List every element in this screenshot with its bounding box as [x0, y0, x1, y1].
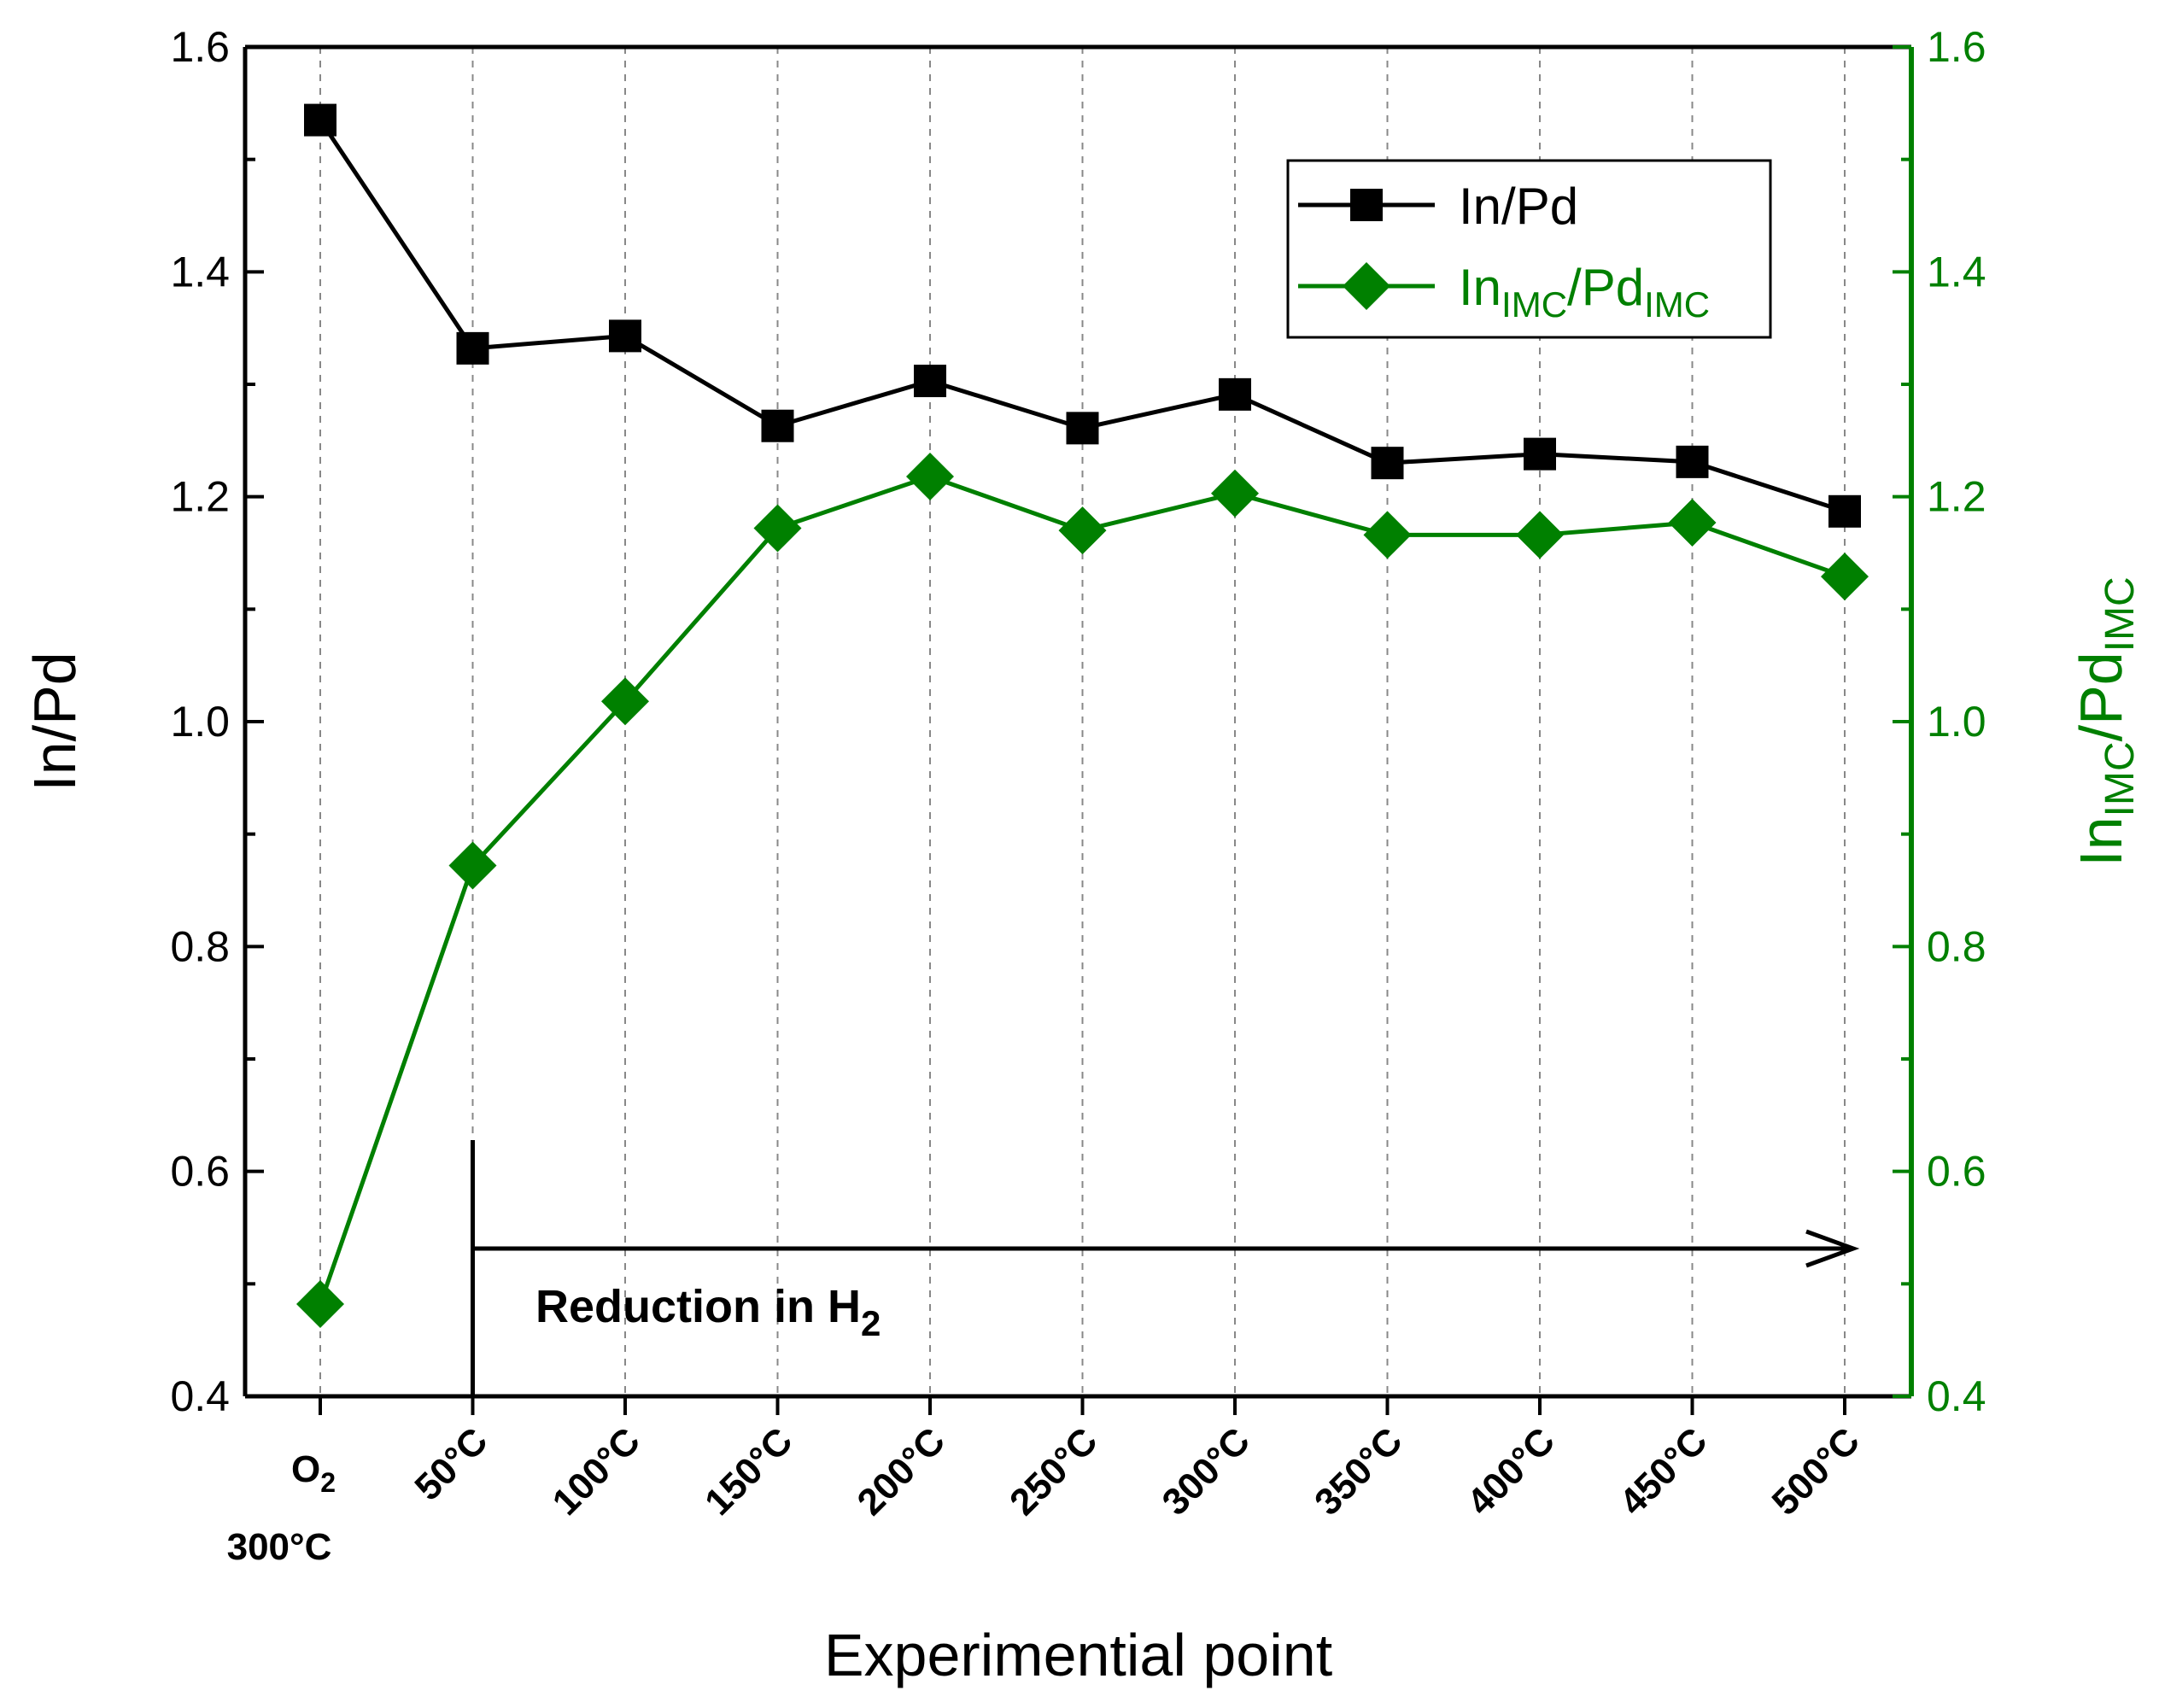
legend-label-in-pd: In/Pd [1459, 178, 1578, 235]
y-axis-right-title-mid: /Pd [2068, 652, 2134, 741]
data-point-diamond [753, 504, 802, 553]
y-tick-label-left: 0.4 [170, 1372, 230, 1420]
legend-label-imc: InIMC/PdIMC [1459, 259, 1710, 325]
data-point-square [1828, 494, 1861, 528]
y-tick-label-right: 0.4 [1927, 1372, 1986, 1420]
data-point-diamond [296, 1280, 344, 1329]
x-category-label-line2: 300°C [227, 1526, 332, 1568]
x-category-label: 50°C [407, 1419, 495, 1508]
x-category-label: 150°C [697, 1419, 800, 1523]
y-tick-label-left: 1.0 [170, 698, 230, 746]
annotation-label-sub: 2 [861, 1303, 881, 1343]
annotation-group: Reduction in H2 [471, 1140, 1860, 1396]
data-point-square [1676, 445, 1709, 478]
data-point-square [1219, 377, 1251, 411]
data-point-diamond [1821, 553, 1869, 601]
data-point-square [1371, 447, 1404, 480]
y-tick-label-right: 0.8 [1927, 922, 1986, 970]
annotation-arrowhead [1805, 1229, 1860, 1268]
x-category-label: 350°C [1307, 1419, 1410, 1523]
x-category-label-main: O [291, 1448, 320, 1490]
y-axis-right-title: InIMC/PdIMC [2068, 576, 2143, 866]
legend-marker-diamond [1343, 262, 1390, 310]
series-line-1 [318, 474, 1846, 1305]
legend-label-imc-sub2: IMC [1644, 284, 1710, 325]
y-tick-label-right: 1.2 [1927, 473, 1986, 521]
y-axis-left-title: In/Pd [21, 652, 88, 791]
x-category-label-sub: 2 [320, 1467, 336, 1498]
y-axis-right-title-sub1: IMC [2098, 741, 2143, 816]
y-tick-label-left: 1.4 [170, 248, 230, 295]
data-point-square [1524, 437, 1556, 471]
grid-lines [319, 47, 1846, 1396]
legend-label-imc-sub1: IMC [1501, 284, 1567, 325]
y-tick-label-right: 1.0 [1927, 698, 1986, 746]
x-category-label: 100°C [545, 1419, 648, 1523]
y-axis-right-title-sub2: IMC [2098, 576, 2143, 652]
data-point-square [304, 103, 336, 137]
legend-label-imc-main: In [1459, 259, 1501, 316]
y-tick-label-left: 0.8 [170, 922, 230, 970]
data-point-square [914, 365, 946, 398]
data-point-diamond [1668, 498, 1717, 547]
data-point-diamond [1058, 506, 1107, 555]
annotation-label-main: Reduction in H [535, 1281, 861, 1332]
data-point-diamond [1363, 511, 1412, 559]
data-point-diamond [1211, 469, 1259, 518]
series-layer [296, 103, 1869, 1329]
y-tick-label-left: 1.2 [170, 473, 230, 521]
y-tick-label-left: 0.6 [170, 1148, 230, 1196]
legend-marker-square [1350, 189, 1383, 221]
x-category-label: 250°C [1002, 1419, 1105, 1523]
x-category-label: 500°C [1764, 1419, 1868, 1523]
data-point-diamond [448, 841, 497, 890]
x-category-label: 450°C [1612, 1419, 1715, 1523]
x-category-label: 300°C [1155, 1419, 1258, 1523]
data-point-diamond [1516, 511, 1564, 559]
x-category-label: 200°C [850, 1419, 953, 1523]
data-point-diamond [906, 452, 954, 500]
data-point-square [609, 319, 641, 353]
x-axis-title: Experimential point [824, 1622, 1332, 1688]
x-category-label: O2 [291, 1448, 336, 1498]
x-category-label: 400°C [1460, 1419, 1563, 1523]
annotation-label: Reduction in H2 [535, 1281, 881, 1343]
y-axis-right-title-main: In [2068, 816, 2134, 866]
legend-label-imc-mid: /Pd [1567, 259, 1644, 316]
y-tick-label-right: 1.6 [1927, 23, 1986, 71]
y-tick-label-left: 1.6 [170, 23, 230, 71]
data-point-square [761, 409, 794, 442]
data-point-square [456, 331, 489, 365]
data-point-diamond [601, 677, 649, 726]
legend: In/Pd InIMC/PdIMC [1286, 159, 1772, 339]
y-tick-label-right: 1.4 [1927, 248, 1986, 295]
y-tick-label-right: 0.6 [1927, 1148, 1986, 1196]
data-point-square [1066, 412, 1099, 445]
